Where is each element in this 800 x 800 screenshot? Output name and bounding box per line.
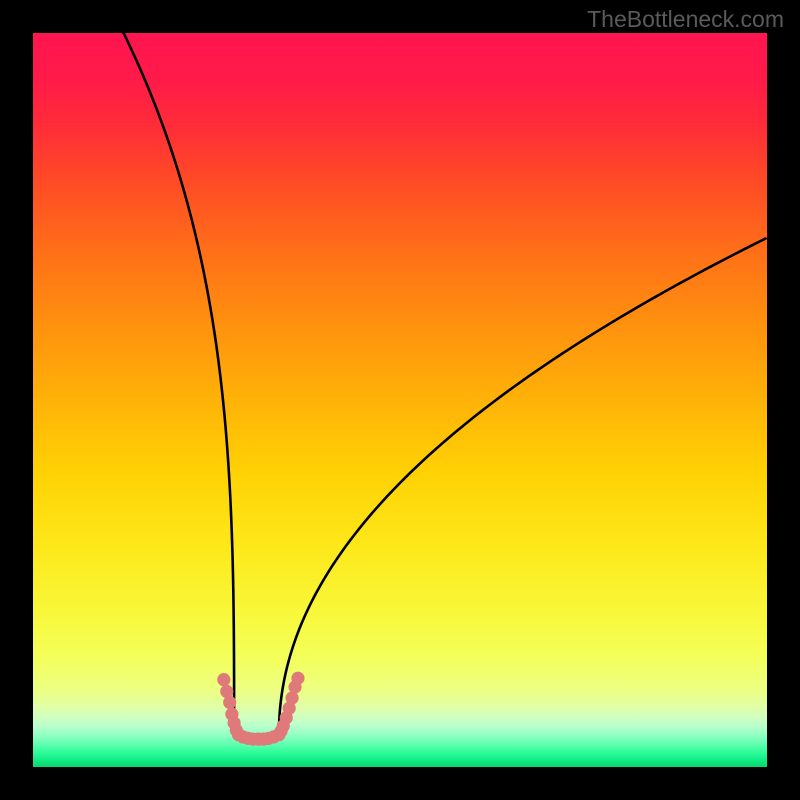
outer-frame [0,0,800,800]
highlight-dots [33,33,767,767]
plot-area [33,33,767,767]
watermark-text: TheBottleneck.com [587,6,784,33]
